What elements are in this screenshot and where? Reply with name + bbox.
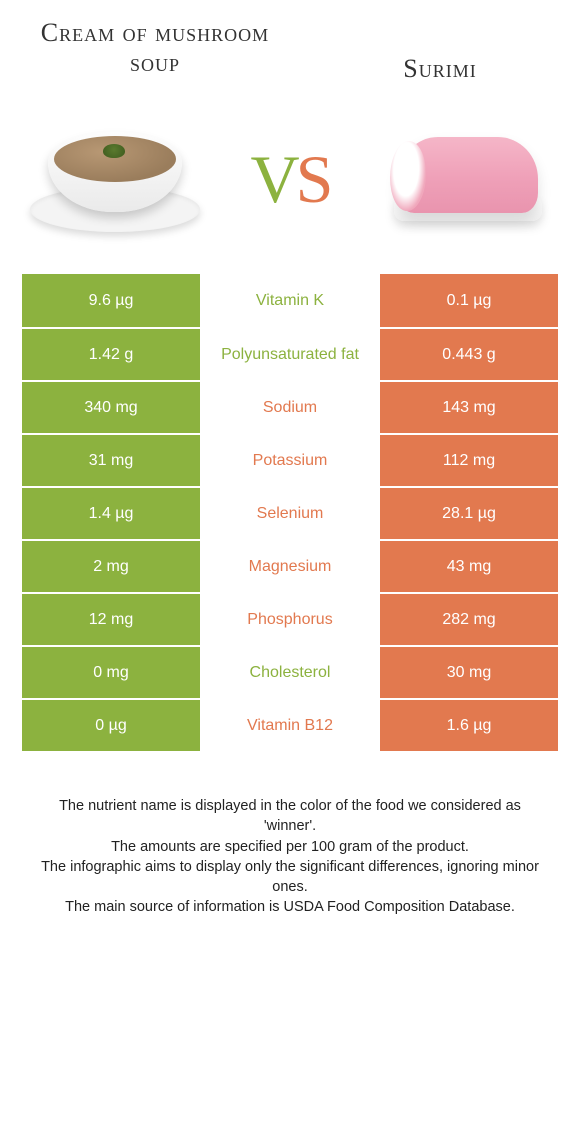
nutrient-label: Cholesterol [200, 647, 380, 698]
surimi-illustration [380, 119, 550, 239]
table-row: 2 mgMagnesium43 mg [22, 539, 558, 592]
title-right: Surimi [340, 18, 540, 84]
value-right: 43 mg [380, 541, 558, 592]
nutrient-label: Selenium [200, 488, 380, 539]
value-right: 28.1 µg [380, 488, 558, 539]
nutrient-label: Phosphorus [200, 594, 380, 645]
value-right: 282 mg [380, 594, 558, 645]
footer-line: The infographic aims to display only the… [32, 857, 548, 898]
food-image-right [375, 109, 555, 249]
header: Cream of mushroom soup Surimi [0, 0, 580, 84]
value-left: 1.4 µg [22, 488, 200, 539]
nutrient-label: Sodium [200, 382, 380, 433]
value-left: 2 mg [22, 541, 200, 592]
table-row: 0 mgCholesterol30 mg [22, 645, 558, 698]
title-left: Cream of mushroom soup [40, 18, 270, 84]
table-row: 1.42 gPolyunsaturated fat0.443 g [22, 327, 558, 380]
value-left: 12 mg [22, 594, 200, 645]
value-left: 0 µg [22, 700, 200, 751]
value-left: 1.42 g [22, 329, 200, 380]
value-right: 0.443 g [380, 329, 558, 380]
nutrient-label: Polyunsaturated fat [200, 329, 380, 380]
value-right: 30 mg [380, 647, 558, 698]
table-row: 12 mgPhosphorus282 mg [22, 592, 558, 645]
value-left: 340 mg [22, 382, 200, 433]
images-row: VS [0, 84, 580, 274]
nutrient-table: 9.6 µgVitamin K0.1 µg1.42 gPolyunsaturat… [0, 274, 580, 751]
footer-line: The amounts are specified per 100 gram o… [32, 837, 548, 857]
value-left: 9.6 µg [22, 274, 200, 327]
nutrient-label: Vitamin K [200, 274, 380, 327]
food-image-left [25, 109, 205, 249]
footer-line: The main source of information is USDA F… [32, 897, 548, 917]
value-left: 0 mg [22, 647, 200, 698]
value-right: 143 mg [380, 382, 558, 433]
table-row: 0 µgVitamin B121.6 µg [22, 698, 558, 751]
nutrient-label: Vitamin B12 [200, 700, 380, 751]
table-row: 1.4 µgSelenium28.1 µg [22, 486, 558, 539]
nutrient-label: Magnesium [200, 541, 380, 592]
table-row: 31 mgPotassium112 mg [22, 433, 558, 486]
value-right: 0.1 µg [380, 274, 558, 327]
soup-illustration [30, 187, 200, 232]
vs-v: V [251, 141, 296, 217]
footer-line: The nutrient name is displayed in the co… [32, 796, 548, 837]
vs-label: VS [251, 140, 330, 219]
table-row: 340 mgSodium143 mg [22, 380, 558, 433]
value-right: 112 mg [380, 435, 558, 486]
nutrient-label: Potassium [200, 435, 380, 486]
vs-s: S [296, 141, 330, 217]
value-left: 31 mg [22, 435, 200, 486]
table-row: 9.6 µgVitamin K0.1 µg [22, 274, 558, 327]
footer-notes: The nutrient name is displayed in the co… [0, 751, 580, 918]
value-right: 1.6 µg [380, 700, 558, 751]
